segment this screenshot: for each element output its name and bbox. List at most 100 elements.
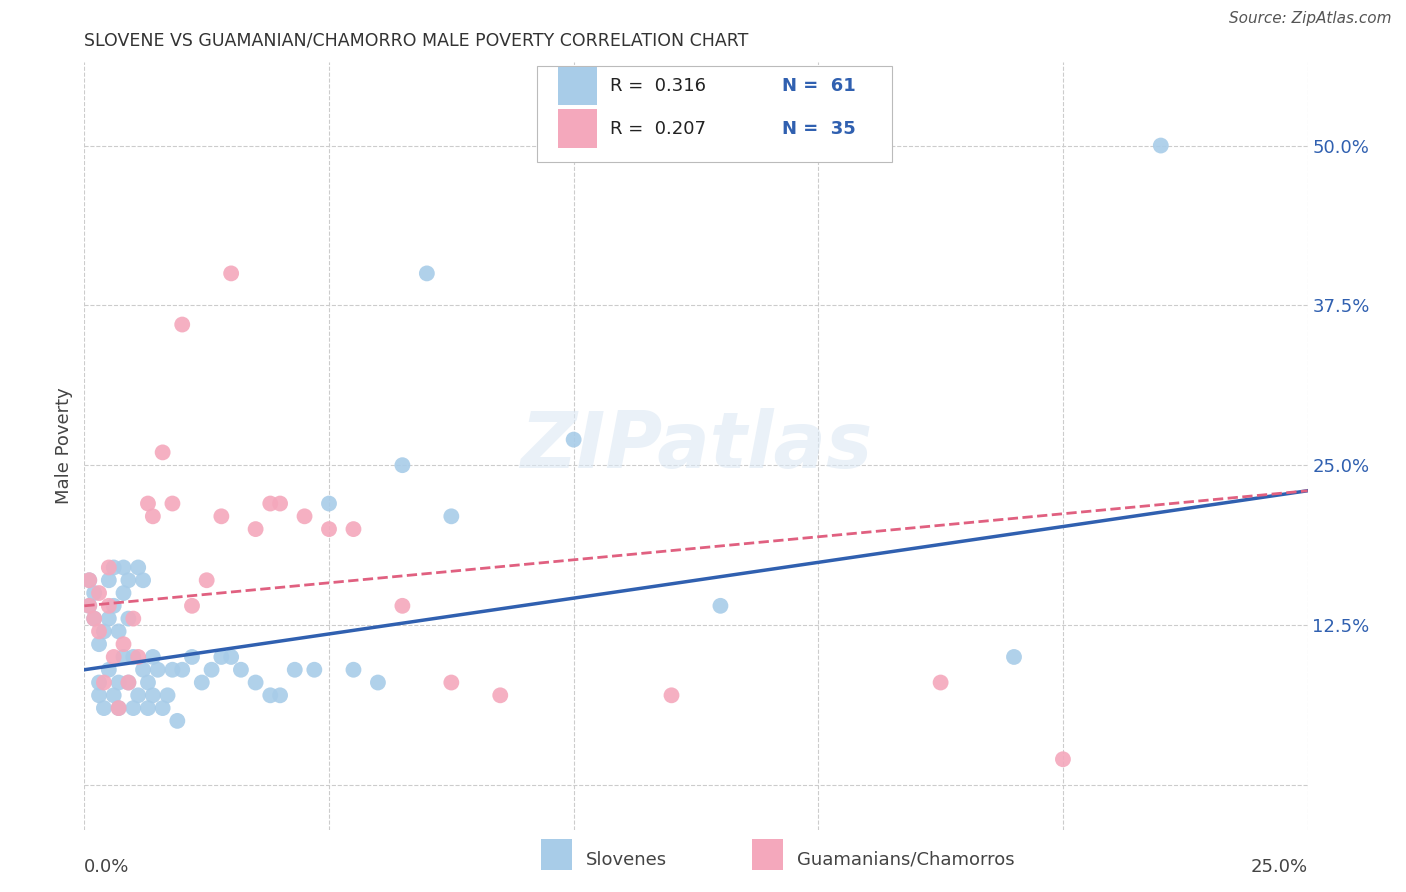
Point <box>229 663 252 677</box>
Point <box>181 649 204 664</box>
Point <box>142 509 165 524</box>
Point <box>181 599 204 613</box>
Point <box>209 649 232 664</box>
Point <box>318 496 340 510</box>
Point <box>122 649 145 664</box>
Point <box>97 663 120 677</box>
Point <box>87 637 110 651</box>
Point <box>269 689 291 703</box>
Point <box>117 573 139 587</box>
Point <box>77 599 100 613</box>
Point <box>152 445 174 459</box>
Point <box>127 560 149 574</box>
Point <box>245 675 267 690</box>
Point <box>112 637 135 651</box>
Point <box>83 586 105 600</box>
Point <box>661 689 683 703</box>
Point <box>127 649 149 664</box>
Point <box>77 573 100 587</box>
Bar <box>558 67 598 105</box>
Y-axis label: Male Poverty: Male Poverty <box>55 388 73 504</box>
Point <box>87 586 110 600</box>
Point <box>191 675 214 690</box>
Point <box>117 675 139 690</box>
Point <box>87 624 110 639</box>
Point <box>342 663 364 677</box>
Point <box>245 522 267 536</box>
Point <box>136 675 159 690</box>
Text: Source: ZipAtlas.com: Source: ZipAtlas.com <box>1229 11 1392 26</box>
Point <box>103 560 125 574</box>
Point <box>304 663 326 677</box>
Point <box>562 433 585 447</box>
Point <box>83 612 105 626</box>
Point <box>166 714 188 728</box>
Point <box>440 509 463 524</box>
Point <box>209 509 232 524</box>
Point <box>929 675 952 690</box>
Point <box>318 522 340 536</box>
Point <box>107 701 129 715</box>
Point <box>146 663 169 677</box>
Point <box>284 663 307 677</box>
Point <box>172 318 194 332</box>
Point <box>195 573 218 587</box>
Point <box>97 573 120 587</box>
Text: 25.0%: 25.0% <box>1250 858 1308 876</box>
Point <box>489 689 512 703</box>
Point <box>162 496 184 510</box>
Point <box>259 496 281 510</box>
Point <box>1002 649 1025 664</box>
Point <box>77 599 100 613</box>
Point <box>107 701 129 715</box>
Text: N =  61: N = 61 <box>782 78 855 95</box>
Point <box>103 649 125 664</box>
Point <box>97 560 120 574</box>
Point <box>152 701 174 715</box>
Point <box>93 624 115 639</box>
Point <box>117 612 139 626</box>
Point <box>142 689 165 703</box>
Point <box>107 624 129 639</box>
Point <box>93 675 115 690</box>
Point <box>83 612 105 626</box>
Point <box>112 649 135 664</box>
Point <box>93 701 115 715</box>
Text: R =  0.316: R = 0.316 <box>610 78 706 95</box>
Point <box>172 663 194 677</box>
Point <box>122 612 145 626</box>
Point <box>77 573 100 587</box>
Point <box>117 675 139 690</box>
Point <box>97 612 120 626</box>
FancyBboxPatch shape <box>537 66 891 162</box>
Point <box>142 649 165 664</box>
Text: 0.0%: 0.0% <box>84 858 129 876</box>
Point <box>132 573 155 587</box>
Point <box>97 599 120 613</box>
Point <box>107 675 129 690</box>
Point <box>342 522 364 536</box>
Text: Slovenes: Slovenes <box>586 851 668 869</box>
Point <box>136 496 159 510</box>
Bar <box>558 110 598 148</box>
Point <box>709 599 731 613</box>
Point <box>1052 752 1074 766</box>
Point <box>219 649 242 664</box>
Point <box>391 458 413 473</box>
Point <box>103 689 125 703</box>
Text: R =  0.207: R = 0.207 <box>610 120 706 137</box>
Point <box>127 689 149 703</box>
Point <box>440 675 463 690</box>
Point <box>112 586 135 600</box>
Point <box>122 701 145 715</box>
Point <box>103 599 125 613</box>
Point <box>136 701 159 715</box>
Point <box>269 496 291 510</box>
Text: N =  35: N = 35 <box>782 120 855 137</box>
Text: Guamanians/Chamorros: Guamanians/Chamorros <box>797 851 1015 869</box>
Point <box>367 675 389 690</box>
Text: SLOVENE VS GUAMANIAN/CHAMORRO MALE POVERTY CORRELATION CHART: SLOVENE VS GUAMANIAN/CHAMORRO MALE POVER… <box>84 32 749 50</box>
Point <box>87 675 110 690</box>
Point <box>294 509 316 524</box>
Point <box>112 560 135 574</box>
